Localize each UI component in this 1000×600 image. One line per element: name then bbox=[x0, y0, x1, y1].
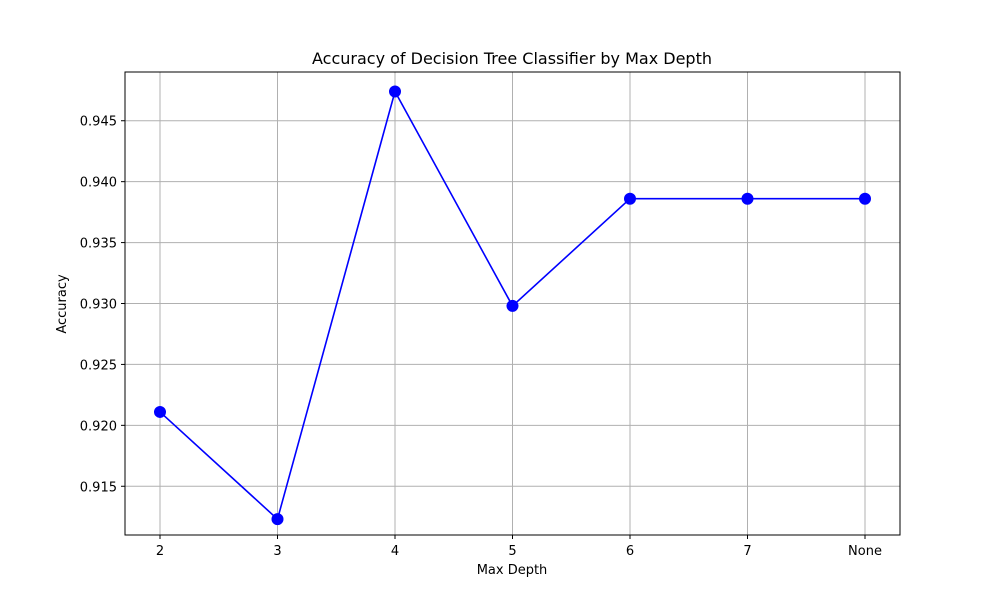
data-point bbox=[389, 85, 401, 98]
x-tick-label: None bbox=[848, 544, 882, 559]
y-tick-label: 0.915 bbox=[80, 480, 117, 495]
grid bbox=[125, 72, 900, 535]
chart-title: Accuracy of Decision Tree Classifier by … bbox=[312, 49, 712, 68]
data-point bbox=[271, 513, 284, 526]
data-point bbox=[506, 299, 519, 312]
y-axis-label: Accuracy bbox=[55, 274, 70, 334]
y-tick-label: 0.925 bbox=[80, 358, 117, 373]
y-tick-label: 0.930 bbox=[80, 298, 117, 313]
x-tick-label: 3 bbox=[273, 544, 281, 559]
y-tick-label: 0.935 bbox=[80, 237, 117, 252]
y-tick-label: 0.945 bbox=[80, 115, 117, 130]
data-point bbox=[624, 192, 636, 205]
series bbox=[154, 85, 871, 526]
x-tick-label: 5 bbox=[508, 544, 516, 559]
x-tick-label: 6 bbox=[626, 544, 634, 559]
y-tick-label: 0.940 bbox=[80, 176, 117, 191]
data-point bbox=[154, 405, 166, 418]
x-tick-label: 4 bbox=[391, 544, 399, 559]
data-point bbox=[741, 192, 754, 205]
ticks: 2 3 4 5 6 7 None 0.915 0.920 0.925 0.930 0.935 0.940… bbox=[80, 115, 882, 559]
x-tick-label: 2 bbox=[156, 544, 164, 559]
y-tick-label: 0.920 bbox=[80, 419, 117, 434]
x-tick-label: 7 bbox=[743, 544, 751, 559]
data-point bbox=[859, 192, 871, 205]
x-axis-label: Max Depth bbox=[477, 563, 548, 578]
